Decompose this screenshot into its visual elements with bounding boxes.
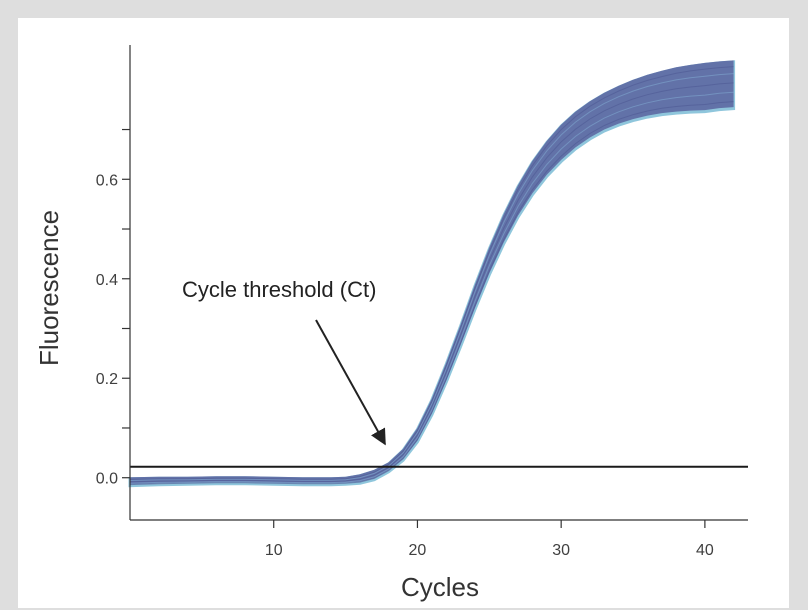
y-axis-title: Fluorescence [34,210,64,366]
threshold-arrow [315,319,386,446]
y-tick-label: 0.0 [96,471,118,488]
amplification-curve-trace [129,66,734,480]
amplification-curve-trace [129,82,734,483]
x-axis-title: Cycles [401,572,479,602]
amplification-curve-band [130,60,734,485]
x-tick-label: 20 [409,542,427,559]
x-tick-label: 10 [265,542,283,559]
x-tick-label: 40 [696,542,714,559]
y-tick-label: 0.6 [96,172,118,189]
x-tick-label: 30 [552,542,570,559]
amplification-curve-trace [129,91,734,484]
amplification-curve-band-edge [128,60,736,488]
plot-area [128,60,748,488]
amplification-curve-trace [129,101,734,486]
y-tick-label: 0.2 [96,371,118,388]
axes: 0.0 0.2 0.4 0.6 10 20 30 40 [96,45,748,559]
y-tick-label: 0.4 [96,272,118,289]
threshold-annotation-label: Cycle threshold (Ct) [182,277,376,302]
amplification-curve-trace [129,73,734,481]
